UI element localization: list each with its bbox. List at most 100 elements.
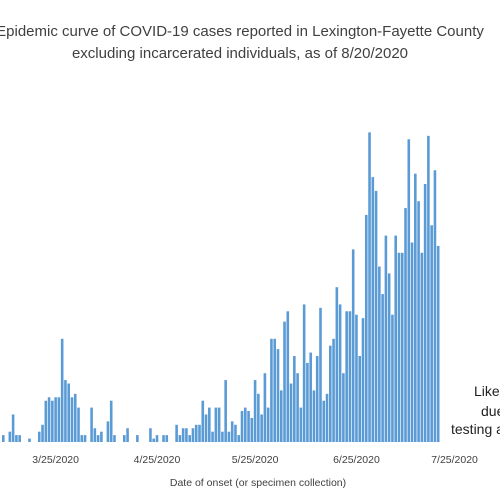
bar <box>234 424 237 442</box>
bar <box>335 287 339 442</box>
bar <box>185 428 188 442</box>
annotation-line: due <box>481 403 500 419</box>
bar <box>260 414 263 442</box>
x-axis-title: Date of onset (or specimen collection) <box>170 477 346 489</box>
bar <box>37 431 41 442</box>
bar <box>47 397 51 442</box>
bar <box>100 431 103 442</box>
bar <box>263 373 267 442</box>
bar <box>410 242 414 442</box>
bar <box>345 311 348 442</box>
bar <box>427 135 430 442</box>
annotation: Likel due testing a <box>451 383 500 437</box>
bar <box>83 435 87 442</box>
bar <box>194 424 198 442</box>
annotation-line: Likel <box>474 383 500 399</box>
bar <box>276 349 280 442</box>
bar <box>67 383 70 442</box>
bar <box>175 424 178 442</box>
bar <box>361 318 365 442</box>
bar <box>126 428 129 442</box>
bar <box>188 435 191 442</box>
bar <box>113 435 116 442</box>
bar <box>315 356 319 442</box>
bar <box>257 393 260 442</box>
bar <box>230 421 234 442</box>
bar <box>394 235 397 442</box>
bar <box>208 407 211 442</box>
bar <box>319 307 322 442</box>
bar <box>417 201 420 442</box>
bar <box>325 393 329 442</box>
bar <box>414 173 417 442</box>
bar <box>204 414 208 442</box>
bar <box>122 435 126 442</box>
bar <box>80 435 84 442</box>
bar <box>198 424 201 442</box>
bar <box>214 407 218 442</box>
bar <box>420 252 424 442</box>
bar <box>152 438 156 442</box>
bar <box>430 225 433 442</box>
bar <box>77 407 80 442</box>
bar <box>93 428 97 442</box>
bar <box>155 435 159 442</box>
bar <box>54 397 57 442</box>
bar <box>364 214 368 442</box>
bar <box>201 400 205 442</box>
bar <box>436 245 440 442</box>
bar <box>165 435 169 442</box>
bar <box>181 428 185 442</box>
bar <box>57 397 61 442</box>
chart-title-line-1: Epidemic curve of COVID-19 cases reporte… <box>0 23 484 40</box>
bar <box>224 380 227 442</box>
x-tick-label: 7/25/2020 <box>431 454 478 466</box>
bar <box>15 435 18 442</box>
bars-group <box>2 132 440 443</box>
bar <box>355 314 358 442</box>
bar <box>293 356 296 442</box>
bar <box>217 407 221 442</box>
x-tick-label: 5/25/2020 <box>232 454 279 466</box>
bar <box>296 373 299 442</box>
bar <box>266 407 270 442</box>
bar <box>387 273 391 442</box>
bar <box>250 417 254 442</box>
bar <box>2 435 5 442</box>
bar <box>109 400 113 442</box>
bar <box>283 321 286 442</box>
chart-title-line-2: excluding incarcerated individuals, as o… <box>72 45 408 62</box>
bar <box>221 431 224 442</box>
bar <box>106 421 110 442</box>
bar <box>332 338 335 442</box>
bar <box>338 304 342 442</box>
bar <box>397 252 401 442</box>
bar <box>329 345 332 442</box>
bar <box>243 407 247 442</box>
bar <box>384 235 388 442</box>
bar <box>309 352 312 442</box>
bar <box>11 414 15 442</box>
bar <box>96 435 100 442</box>
bar <box>374 190 378 442</box>
bar <box>178 435 182 442</box>
bar <box>400 252 404 442</box>
bar <box>18 435 21 442</box>
bar <box>381 294 384 442</box>
bar <box>371 177 375 442</box>
bar <box>358 356 362 442</box>
bar <box>306 362 309 442</box>
bar <box>391 314 394 442</box>
bar <box>136 435 139 442</box>
bar <box>407 139 411 442</box>
bar <box>289 383 293 442</box>
bar <box>149 428 152 442</box>
bar <box>28 438 31 442</box>
bar <box>404 208 407 442</box>
bar <box>90 407 93 442</box>
bar <box>322 400 326 442</box>
bar <box>433 170 437 443</box>
bar <box>64 380 67 442</box>
bar <box>348 311 352 442</box>
